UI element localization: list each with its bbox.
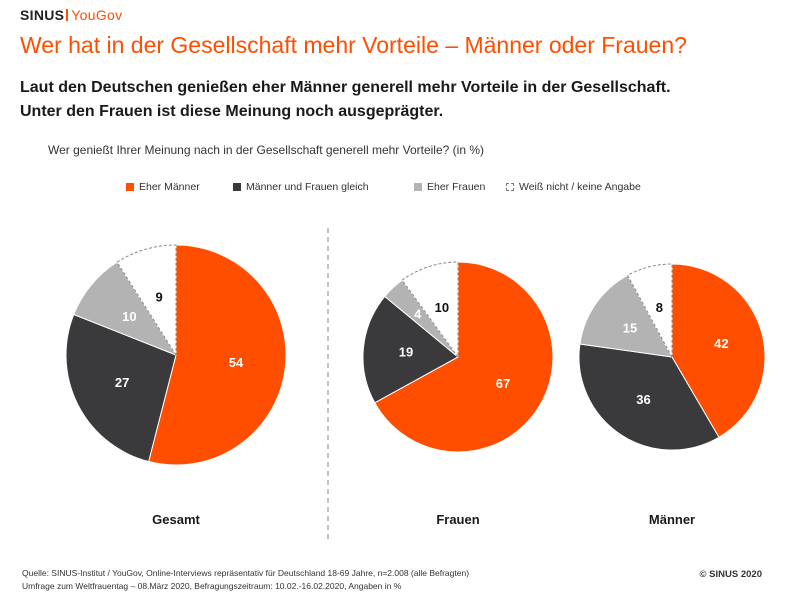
legend-label-women: Eher Frauen [427, 181, 486, 193]
footer-source-line-2: Umfrage zum Weltfrauentag – 08.März 2020… [22, 581, 402, 591]
pie-slice-maenner-equal [578, 343, 720, 451]
pie-slice-gesamt-equal [65, 313, 177, 463]
legend-item-unknown: Weiß nicht / keine Angabe [506, 181, 641, 193]
pie-slice-maenner-women [579, 274, 673, 358]
pie-slice-frauen-men [374, 261, 554, 453]
legend-item-women: Eher Frauen [414, 181, 485, 193]
pie-label-frauen-women: 4 [414, 307, 422, 322]
pie-label-frauen-equal: 19 [399, 345, 413, 360]
survey-question: Wer genießt Ihrer Meinung nach in der Ge… [48, 143, 484, 157]
subtitle-line-2: Unter den Frauen ist diese Meinung noch … [20, 103, 444, 120]
pie-chart-frauen: 67 19 4 10 [362, 261, 554, 453]
logo-sinus: SINUS [20, 7, 65, 23]
pie-label-frauen-men: 67 [496, 376, 510, 391]
copyright: © SINUS 2020 [699, 569, 762, 580]
legend-item-equal: Männer und Frauen gleich [233, 181, 369, 193]
subtitle-line-1: Laut den Deutschen genießen eher Männer … [20, 79, 671, 96]
pie-label-maenner-men: 42 [714, 336, 728, 351]
chart-name-maenner: Männer [648, 512, 696, 527]
pie-chart-gesamt: 54 27 10 9 [65, 244, 287, 466]
subtitle: Laut den Deutschen genießen eher Männer … [20, 76, 671, 124]
legend-label-unknown: Weiß nicht / keine Angabe [519, 181, 641, 193]
pie-label-frauen-unknown: 10 [435, 300, 449, 315]
pie-label-gesamt-equal: 27 [115, 375, 129, 390]
pie-label-gesamt-women: 10 [122, 309, 136, 324]
legend-swatch-men [126, 183, 134, 191]
pie-label-gesamt-unknown: 9 [155, 289, 162, 304]
pie-slice-gesamt-unknown [116, 244, 177, 357]
pie-label-maenner-women: 15 [623, 320, 637, 335]
chart-name-gesamt: Gesamt [152, 512, 200, 527]
pie-slice-frauen-unknown [401, 261, 459, 359]
pie-slice-maenner-men [671, 263, 766, 438]
pie-label-maenner-unknown: 8 [656, 300, 663, 315]
chart-name-frauen: Frauen [436, 512, 480, 527]
legend-label-equal: Männer und Frauen gleich [246, 181, 369, 193]
footer-source-line-1: Quelle: SINUS-Institut / YouGov, Online-… [22, 568, 470, 578]
legend-item-men: Eher Männer [126, 181, 200, 193]
pie-chart-maenner: 42 36 15 8 [578, 263, 766, 451]
logo: SINUS YouGov [20, 7, 122, 23]
pie-label-maenner-equal: 36 [636, 392, 650, 407]
legend-swatch-unknown [506, 183, 514, 191]
logo-yougov: YouGov [71, 7, 123, 23]
footer-source: Quelle: SINUS-Institut / YouGov, Online-… [22, 567, 469, 593]
page-title: Wer hat in der Gesellschaft mehr Vorteil… [20, 32, 687, 58]
logo-separator [66, 9, 69, 21]
legend-label-men: Eher Männer [139, 181, 200, 193]
pie-slice-gesamt-men [148, 244, 287, 466]
pie-slice-maenner-unknown [626, 263, 673, 358]
legend-swatch-equal [233, 183, 241, 191]
pie-slice-frauen-equal [362, 295, 459, 404]
legend-swatch-women [414, 183, 422, 191]
pie-label-gesamt-men: 54 [229, 355, 244, 370]
